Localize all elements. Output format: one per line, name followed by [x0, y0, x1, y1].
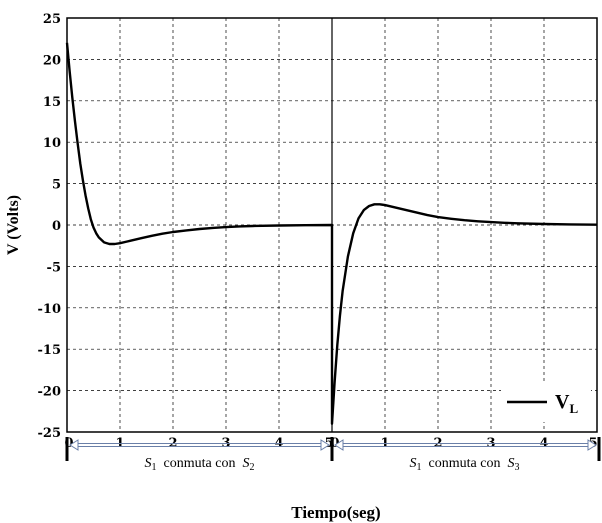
y-tick-label: 5: [52, 178, 61, 193]
y-tick-label: 20: [43, 53, 61, 68]
y-tick-label: 25: [43, 12, 61, 27]
x-tick-label: 0: [330, 436, 339, 451]
x-tick-label: 0: [64, 436, 73, 451]
interval-annotations: S1 conmuta con S2 S1 conmuta con S3: [65, 437, 601, 473]
y-tick-label: -5: [47, 260, 61, 275]
interval-label-1: S1 conmuta con S2: [145, 456, 255, 473]
y-tick-labels: 25 20 15 10 5 0 -5 -10 -15 -20 -25: [38, 12, 62, 441]
y-tick-label: -25: [38, 426, 62, 441]
x-tick-label: 5: [324, 436, 333, 451]
interval-arrow-1: [69, 439, 330, 451]
y-axis-label: V (Volts): [5, 195, 22, 255]
interval-arrow-2: [334, 439, 597, 451]
legend: VL: [501, 384, 591, 422]
y-tick-label: 15: [43, 95, 61, 110]
x-axis-label: Tiempo(seg): [291, 503, 380, 522]
legend-label-sub: L: [569, 401, 578, 416]
series-line-vl: [65, 42, 598, 425]
interval-label-2: S1 conmuta con S3: [410, 456, 520, 473]
y-tick-label: -20: [38, 385, 62, 400]
y-tick-label: -10: [38, 302, 62, 317]
y-tick-label: -15: [38, 343, 62, 358]
legend-label-main: V: [555, 391, 570, 413]
y-tick-label: 10: [43, 136, 61, 151]
y-tick-label: 0: [52, 219, 61, 234]
legend-label: VL: [555, 391, 578, 416]
